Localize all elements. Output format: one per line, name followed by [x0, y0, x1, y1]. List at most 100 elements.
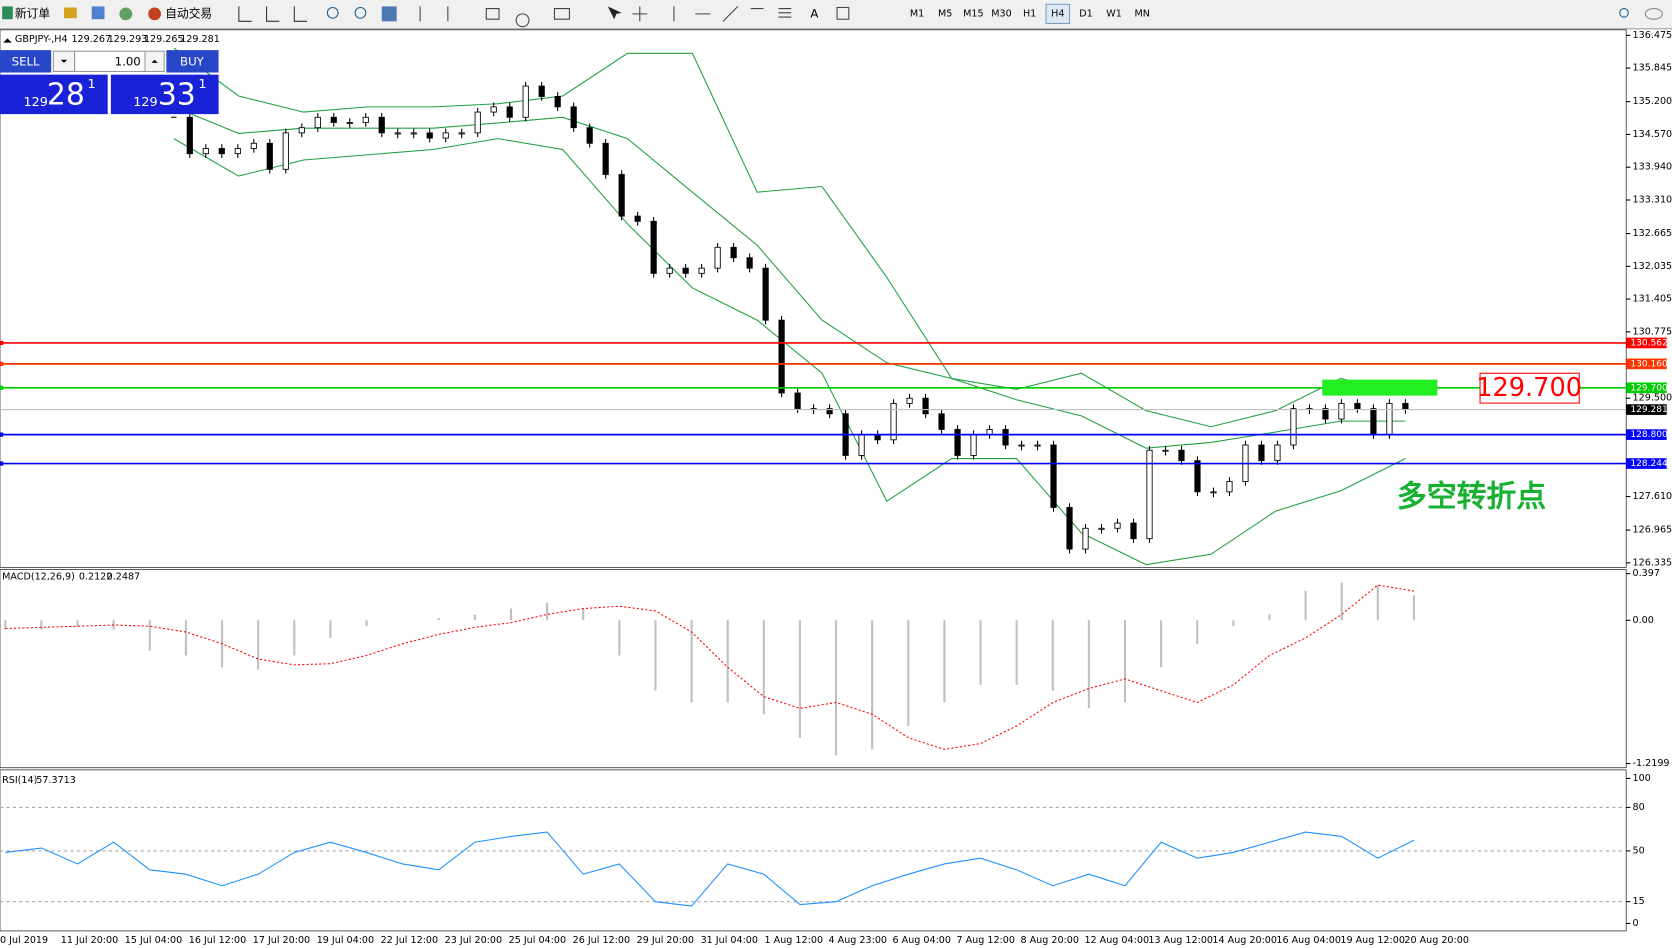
candle [314, 116, 321, 129]
note: 多空转折点 [1397, 479, 1546, 514]
drawing-tools[interactable] [632, 6, 792, 22]
zoom-in[interactable] [326, 6, 339, 19]
x-tick-label: 16 Jul 12:00 [189, 935, 246, 946]
y-tick-label: 136.475 [1633, 30, 1672, 41]
candle [522, 85, 529, 118]
new-order-button[interactable]: 新订单 [15, 6, 50, 20]
candle [1354, 402, 1361, 410]
ask-box[interactable] [110, 74, 219, 115]
trade-panel: SELL 1.00 BUY 129 28 1 129 33 1 [0, 50, 219, 115]
tool-icon[interactable] [119, 7, 133, 21]
timeframe-button[interactable]: MN [1135, 8, 1150, 19]
buy-label[interactable]: BUY [180, 54, 205, 68]
down-arrow [60, 59, 68, 63]
zoom-out[interactable] [354, 6, 367, 19]
candle [714, 246, 721, 269]
level-handle [0, 461, 4, 466]
candle [1290, 408, 1297, 446]
candle [1146, 449, 1153, 540]
y-tick-label: 133.310 [1633, 194, 1672, 205]
candle [698, 267, 705, 274]
candle [858, 434, 865, 456]
timeframe-button[interactable]: M15 [963, 8, 983, 19]
cursor-tool[interactable] [607, 6, 622, 20]
candle [346, 122, 353, 124]
level-tag-label: 129.700 [1630, 383, 1668, 393]
candle [1322, 408, 1329, 420]
level-tag [1626, 382, 1667, 394]
macd-frame [0, 569, 1627, 769]
bid-point: 1 [87, 77, 95, 92]
timeframe-button[interactable]: W1 [1106, 8, 1122, 19]
annotation-box [1479, 372, 1580, 404]
sell-label[interactable]: SELL [12, 54, 40, 68]
level-tag-label: 129.281 [1630, 405, 1667, 415]
candle [234, 148, 241, 155]
candle [458, 132, 465, 135]
macd-name: MACD(12,26,9) [2, 571, 75, 582]
timeframe-button[interactable]: M1 [910, 8, 924, 19]
tool-icon[interactable] [91, 6, 105, 20]
y-tick-label: 0.397 [1633, 568, 1660, 579]
ask-pips: 33 [158, 77, 196, 112]
x-tick-label: 20 Aug 20:00 [1404, 935, 1469, 946]
label-tool[interactable] [836, 6, 850, 20]
level-handle [0, 361, 4, 366]
candle [362, 116, 369, 123]
level-handle [0, 340, 4, 346]
y-tick-label: 126.965 [1633, 525, 1672, 536]
new-order-icon[interactable] [2, 6, 13, 20]
auto-trading-icon[interactable] [148, 7, 162, 21]
y-tick-label: 50 [1633, 845, 1645, 856]
level-tag-label: 130.160 [1630, 359, 1668, 369]
y-tick-label: 131.405 [1633, 294, 1672, 305]
candle [330, 116, 337, 123]
candle [602, 142, 609, 175]
x-tick-label: 25 Jul 04:00 [509, 935, 566, 946]
x-tick-label: 4 Aug 23:00 [829, 935, 888, 946]
y-tick-label: 126.335 [1633, 557, 1672, 568]
candle [410, 132, 417, 135]
candle [1002, 428, 1009, 446]
rsi-value: 57.3713 [36, 775, 76, 786]
candle [1050, 444, 1057, 508]
auto-trading-button[interactable]: 自动交易 [165, 6, 212, 20]
candle [1194, 460, 1201, 493]
rsi-line [5, 831, 1415, 907]
lot-value[interactable]: 1.00 [115, 54, 141, 68]
timeframe-button[interactable]: M30 [991, 8, 1011, 19]
candle [778, 319, 785, 394]
candle [650, 220, 657, 274]
y-tick-label: 0.00 [1633, 615, 1654, 626]
candle [1178, 449, 1185, 462]
y-tick-label: 134.570 [1633, 129, 1672, 140]
timeframe-button[interactable]: M5 [938, 8, 952, 19]
text-tool[interactable]: A [810, 6, 818, 20]
collapse-arrow[interactable] [3, 38, 12, 43]
level-tag [1626, 458, 1667, 469]
x-tick-label: 16 Aug 04:00 [1276, 935, 1341, 946]
chart-type-icons[interactable] [238, 6, 308, 22]
candle [442, 132, 449, 139]
search[interactable] [1619, 8, 1629, 18]
rsi-name: RSI(14) [2, 775, 37, 786]
timeframe-button[interactable]: D1 [1079, 8, 1092, 19]
up-arrow [151, 59, 158, 63]
timeframe-button[interactable]: H1 [1023, 8, 1036, 19]
macd-signal-value: 0.2487 [107, 571, 141, 582]
chat[interactable] [1644, 8, 1663, 20]
candle [1386, 402, 1393, 436]
tool-icons[interactable] [419, 6, 570, 28]
sell-button[interactable] [0, 50, 52, 73]
buy-button[interactable] [166, 50, 219, 73]
y-tick-label: 135.200 [1633, 96, 1672, 107]
bid-box[interactable] [0, 74, 108, 115]
y-tick-label: 132.035 [1633, 261, 1672, 272]
tool-icon[interactable] [63, 7, 77, 19]
timeframe-button[interactable]: H4 [1051, 8, 1064, 19]
candle [1402, 402, 1409, 411]
x-tick-label: 31 Jul 04:00 [701, 935, 758, 946]
candle [202, 148, 209, 155]
tile-icon[interactable] [381, 6, 397, 22]
